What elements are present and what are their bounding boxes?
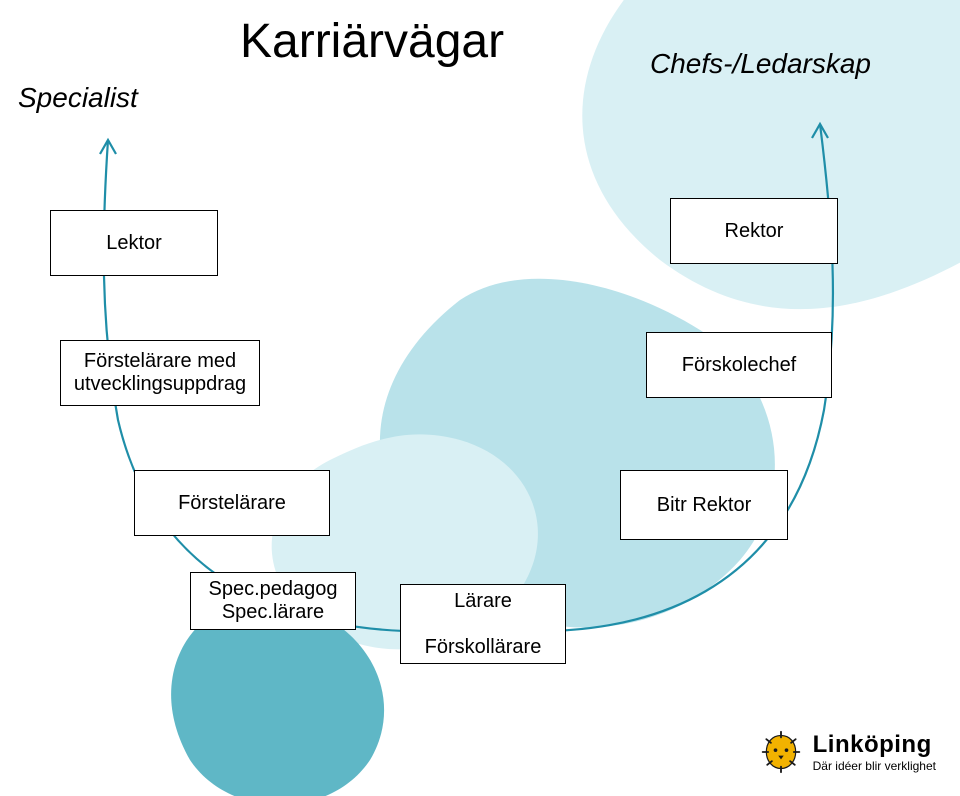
track-label-specialist: Specialist	[18, 82, 138, 114]
logo-tagline: Där idéer blir verklighet	[813, 759, 936, 773]
node-forskolechef: Förskolechef	[646, 332, 832, 398]
lion-icon	[759, 730, 803, 774]
node-spec: Spec.pedagogSpec.lärare	[190, 572, 356, 630]
node-rektor: Rektor	[670, 198, 838, 264]
linkoping-logo: Linköping Där idéer blir verklighet	[759, 730, 936, 774]
logo-wordmark: Linköping	[813, 731, 936, 759]
node-larare: LärareFörskollärare	[400, 584, 566, 664]
node-forstelarare: Förstelärare	[134, 470, 330, 536]
node-fl_med_utv: Förstelärare medutvecklingsuppdrag	[60, 340, 260, 406]
diagram-canvas: Karriärvägar Specialist Chefs-/Ledarskap…	[0, 0, 960, 796]
node-bitr_rektor: Bitr Rektor	[620, 470, 788, 540]
node-lektor: Lektor	[50, 210, 218, 276]
track-label-chefs-ledarskap: Chefs-/Ledarskap	[650, 48, 871, 80]
page-title: Karriärvägar	[240, 14, 504, 69]
